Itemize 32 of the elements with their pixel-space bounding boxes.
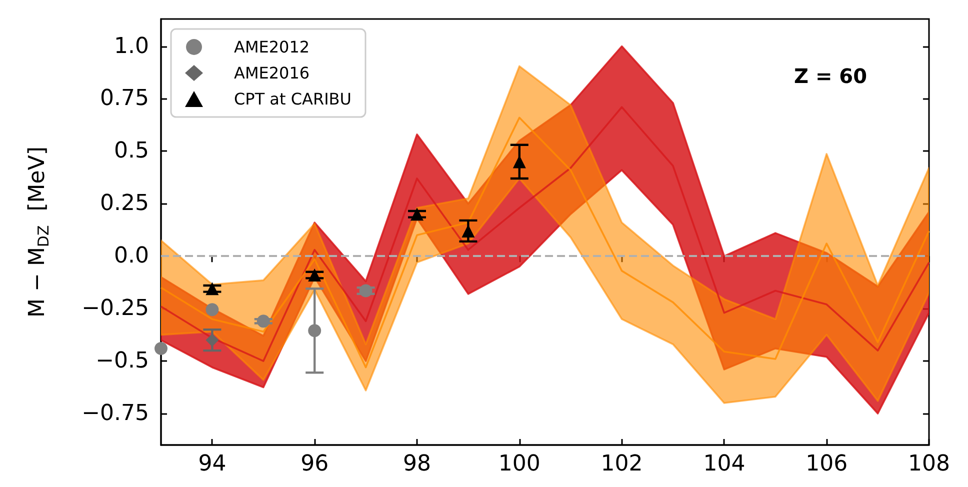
point [206, 282, 219, 296]
point [512, 155, 526, 168]
y-tick-label: −0.5 [96, 348, 149, 374]
point [206, 303, 219, 316]
point [206, 334, 219, 347]
point [154, 342, 168, 355]
point [462, 224, 475, 238]
y-tick-label: 0.5 [114, 138, 149, 164]
y-tick-label: −0.75 [82, 401, 149, 426]
legend-label: CPT at CARIBU [234, 90, 352, 108]
legend-label: AME2012 [234, 38, 310, 56]
point [410, 208, 424, 221]
y-tick-label: 0.0 [114, 244, 149, 269]
x-tick-label: 102 [600, 452, 643, 476]
x-tick-label: 94 [198, 452, 226, 476]
y-tick-label: −0.25 [82, 296, 149, 322]
x-tick-label: 100 [498, 452, 540, 476]
x-tick-label: 96 [300, 452, 329, 476]
x-tick-label: 106 [806, 452, 848, 476]
point [308, 324, 322, 338]
point [308, 268, 322, 282]
x-tick-label: 104 [703, 452, 746, 476]
x-tick-label: 98 [403, 452, 431, 476]
x-tick-label: 108 [908, 452, 950, 476]
point [359, 284, 372, 298]
annotation: Z = 60 [794, 64, 868, 88]
point [256, 314, 270, 328]
y-axis-title: M − MDZ [MeV] [25, 146, 52, 318]
y-tick-label: 0.25 [100, 191, 149, 216]
legend-label: AME2016 [234, 64, 310, 82]
y-tick-label: 0.75 [100, 86, 149, 112]
y-tick-label: 1.0 [114, 34, 149, 59]
